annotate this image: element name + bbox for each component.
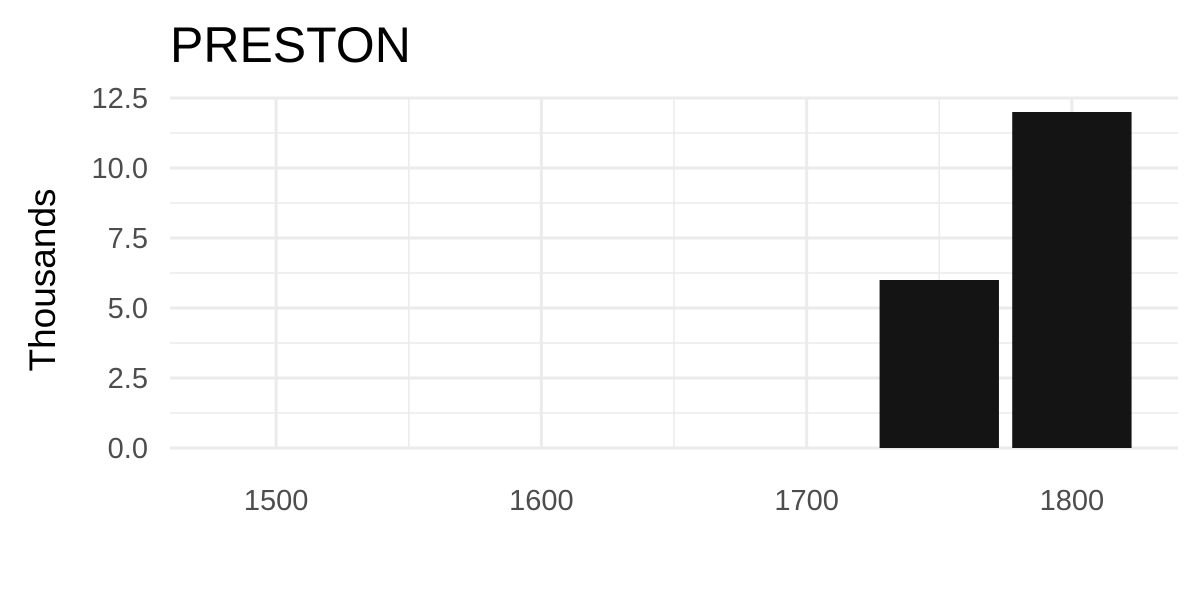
y-tick-label: 5.0 — [108, 293, 148, 325]
x-tick-labels: 1500 1600 1700 1800 — [244, 485, 1104, 517]
chart-title: PRESTON — [170, 17, 411, 73]
y-tick-label: 7.5 — [108, 223, 148, 255]
y-tick-label: 10.0 — [92, 153, 148, 185]
x-tick-label: 1800 — [1040, 485, 1105, 517]
y-tick-label: 2.5 — [108, 363, 148, 395]
x-tick-label: 1700 — [774, 485, 839, 517]
y-tick-labels: 0.0 2.5 5.0 7.5 10.0 12.5 — [92, 83, 148, 465]
x-tick-label: 1600 — [509, 485, 574, 517]
y-tick-label: 12.5 — [92, 83, 148, 115]
bar-1750 — [879, 280, 999, 448]
y-axis-title: Thousands — [22, 188, 63, 371]
minor-gridlines — [170, 98, 1178, 448]
y-tick-label: 0.0 — [108, 433, 148, 465]
bars — [879, 112, 1132, 448]
bar-1800 — [1012, 112, 1132, 448]
x-tick-label: 1500 — [244, 485, 309, 517]
